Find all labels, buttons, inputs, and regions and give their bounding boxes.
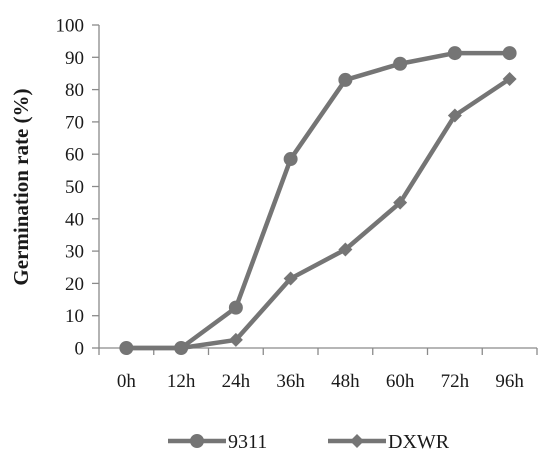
data-point-dxwr: [502, 71, 517, 86]
y-tick-label: 50: [65, 177, 84, 198]
series-dxwr: [119, 71, 517, 355]
y-axis-label: Germination rate (%): [9, 88, 33, 285]
y-axis: 0 10 20 30 40 50 60 70 80 90 100: [56, 16, 100, 360]
legend-label-9311: 9311: [228, 431, 267, 453]
data-point-dxwr: [119, 341, 134, 355]
x-tick-label: 24h: [222, 371, 251, 392]
x-tick-label: 36h: [276, 371, 305, 392]
y-tick-label: 10: [65, 306, 84, 327]
series-line-dxwr: [124, 76, 512, 351]
data-point-dxwr: [283, 271, 298, 286]
series-line-9311: [124, 50, 512, 351]
data-point-dxwr: [174, 341, 189, 355]
y-tick-label: 40: [65, 209, 84, 230]
x-tick-label: 12h: [167, 371, 196, 392]
series-9311: [119, 46, 517, 355]
x-axis: 0h 12h 24h 36h 48h 60h 72h 96h: [98, 347, 538, 392]
legend-marker-9311: [190, 434, 204, 448]
legend-label-dxwr: DXWR: [388, 431, 450, 453]
data-point-dxwr: [228, 332, 243, 347]
legend-item-dxwr: DXWR: [328, 431, 450, 453]
legend: 9311 DXWR: [168, 431, 450, 453]
legend-item-9311: 9311: [168, 431, 267, 453]
x-tick-label: 0h: [117, 371, 137, 392]
x-tick-label: 72h: [441, 371, 470, 392]
y-tick-label: 20: [65, 274, 84, 295]
y-tick-label: 30: [65, 242, 84, 263]
data-point-9311: [338, 72, 353, 87]
x-tick-label: 48h: [331, 371, 360, 392]
data-point-dxwr: [338, 242, 353, 257]
data-point-9311: [502, 46, 517, 61]
y-tick-label: 60: [65, 145, 84, 166]
data-point-9311: [447, 46, 462, 61]
series-layer: [119, 46, 517, 355]
data-point-9311: [228, 300, 243, 315]
x-tick-label: 60h: [386, 371, 415, 392]
y-tick-label: 90: [65, 48, 84, 69]
y-tick-label: 80: [65, 80, 84, 101]
data-point-9311: [393, 56, 408, 71]
data-point-dxwr: [447, 108, 462, 123]
y-tick-label: 70: [65, 112, 84, 133]
x-tick-label: 96h: [495, 371, 524, 392]
legend-marker-dxwr: [350, 434, 364, 448]
data-point-dxwr: [393, 195, 408, 210]
y-tick-label: 0: [75, 339, 85, 360]
data-point-9311: [283, 152, 298, 167]
y-tick-label: 100: [56, 16, 85, 37]
